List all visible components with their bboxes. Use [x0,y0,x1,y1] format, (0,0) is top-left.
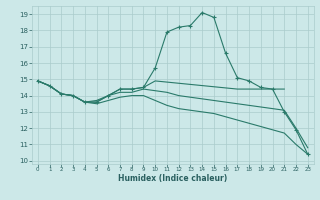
X-axis label: Humidex (Indice chaleur): Humidex (Indice chaleur) [118,174,228,183]
